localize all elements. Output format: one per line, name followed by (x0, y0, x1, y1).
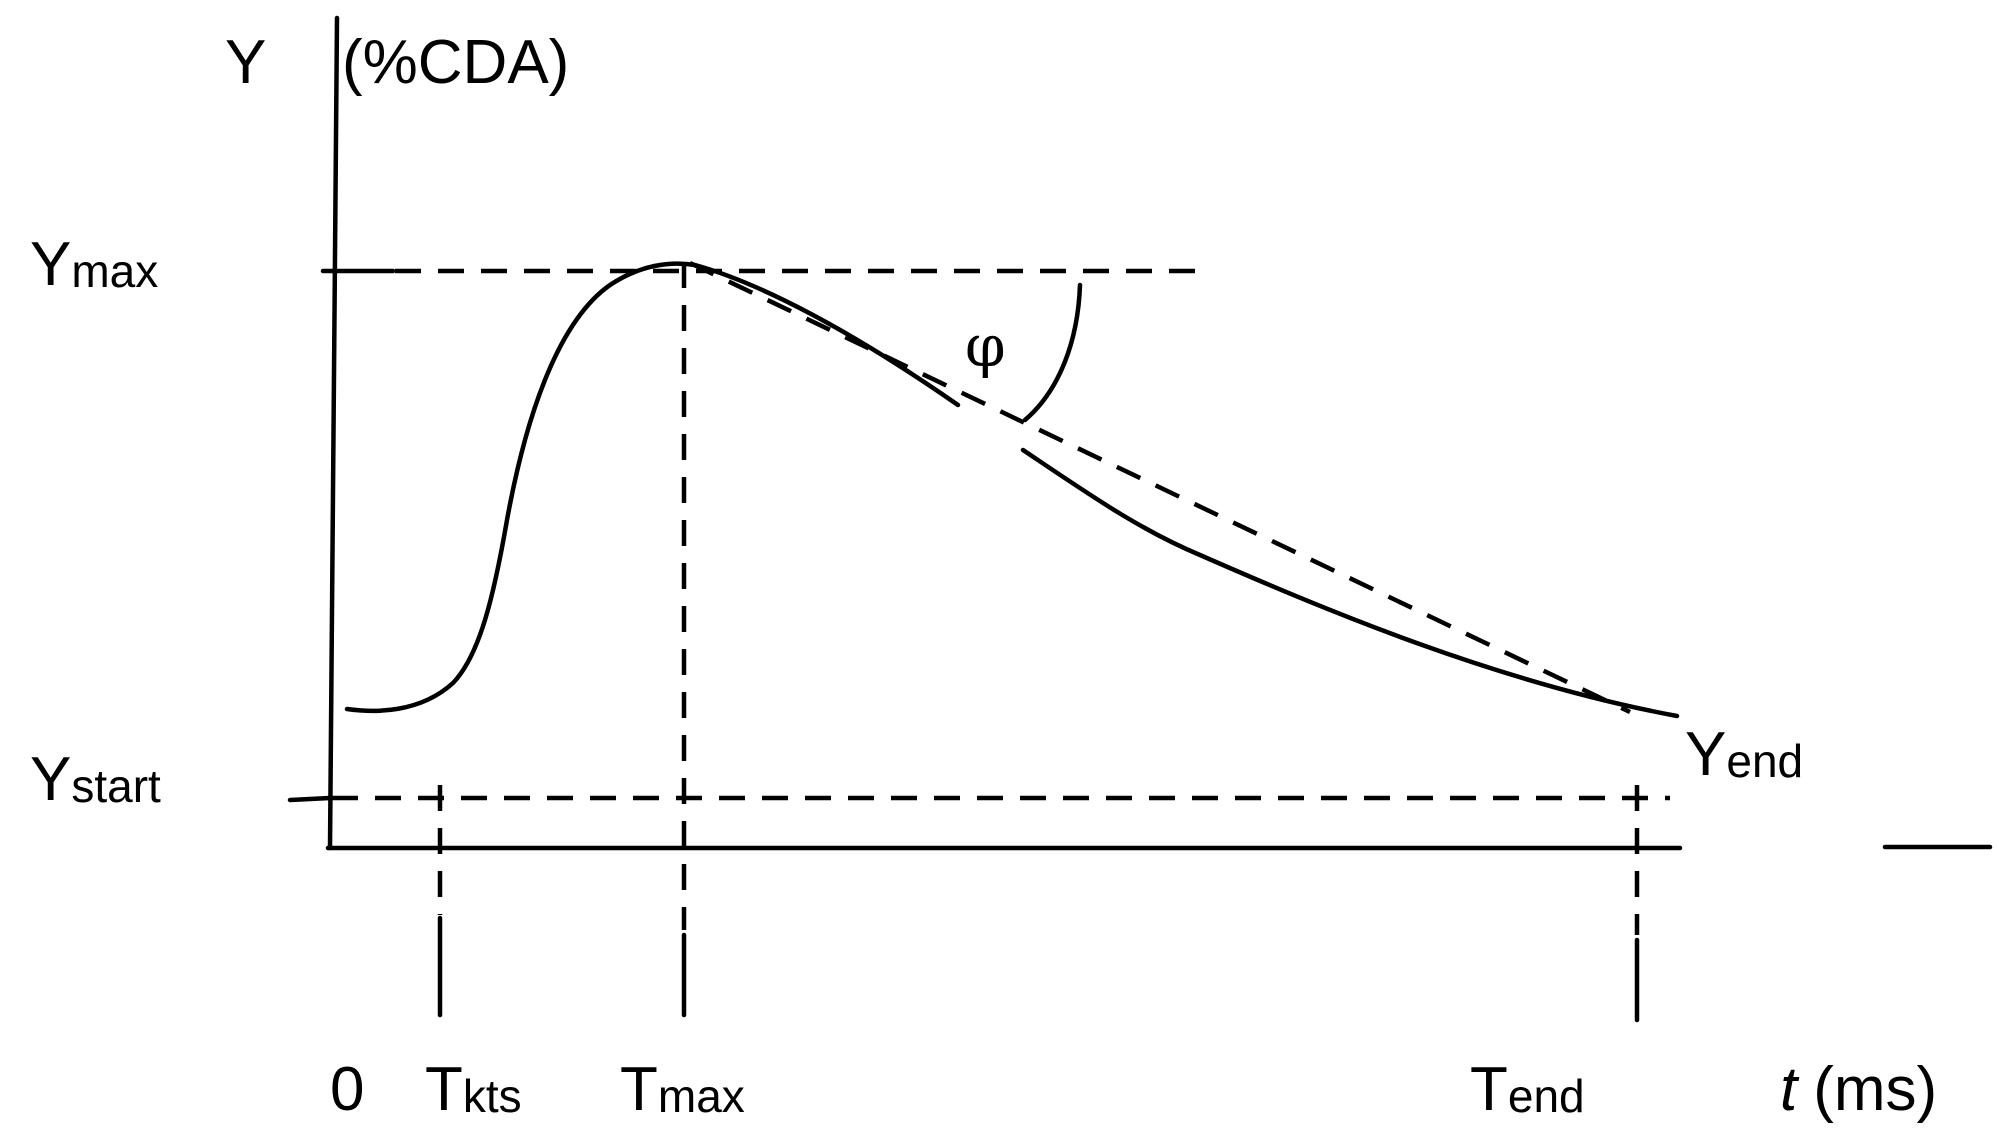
y-max-label: Ymax (30, 230, 158, 299)
x-axis-label: t (ms) (1780, 1055, 1937, 1124)
angle-arc (1022, 282, 1083, 423)
angle-symbol: φ (965, 312, 1006, 380)
x-axis-symbol: t (1780, 1055, 1800, 1124)
y-axis-unit: (%CDA) (342, 28, 569, 97)
x-origin-label: 0 (330, 1055, 364, 1124)
t-kts-label: Tkts (425, 1055, 522, 1124)
x-axis-unit: (ms) (1813, 1055, 1937, 1124)
y-end-label: Yend (1685, 720, 1803, 789)
y-start-tick (287, 795, 333, 803)
t-max-label: Tmax (620, 1055, 745, 1124)
tangent-dashed-line (689, 260, 1631, 715)
response-curve (344, 261, 961, 714)
y-axis-symbol: Y (225, 28, 266, 97)
response-curve-tail (1020, 447, 1680, 719)
t-end-label: Tend (1470, 1055, 1585, 1124)
y-axis (327, 15, 340, 851)
y-start-label: Ystart (30, 745, 161, 814)
